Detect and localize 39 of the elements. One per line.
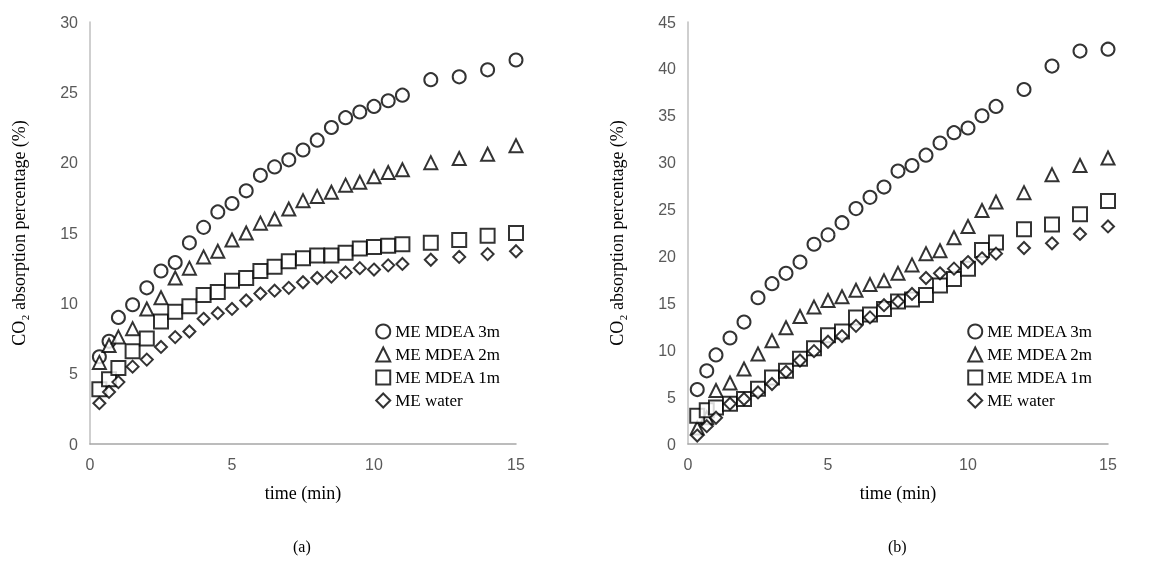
x-tick-label: 15: [507, 455, 525, 473]
y-tick-label: 45: [658, 13, 677, 31]
y-tick-label: 25: [60, 83, 79, 101]
legend-label: ME MDEA 3m: [987, 322, 1093, 341]
legend-label: ME MDEA 1m: [987, 368, 1093, 387]
text: (a): [293, 537, 311, 556]
legend-label: ME water: [395, 391, 464, 410]
y-tick-label: 0: [69, 435, 79, 453]
y-tick-label: 0: [667, 435, 677, 453]
x-tick-label: 5: [823, 455, 833, 473]
y-axis-title: CO₂ absorption percentage (%): [9, 120, 30, 346]
y-tick-label: 30: [60, 13, 79, 31]
x-tick-label: 0: [85, 455, 95, 473]
x-tick-label: 15: [1099, 455, 1117, 473]
y-tick-label: 10: [658, 341, 677, 359]
x-tick-label: 0: [683, 455, 693, 473]
legend-label: ME MDEA 1m: [395, 368, 501, 387]
legend-label: ME MDEA 2m: [395, 345, 501, 364]
text: (b): [888, 537, 907, 556]
y-tick-label: 10: [60, 294, 79, 312]
y-tick-label: 25: [658, 201, 677, 219]
y-tick-label: 15: [658, 294, 677, 312]
y-tick-label: 5: [69, 365, 79, 383]
y-tick-label: 15: [60, 224, 79, 242]
x-tick-label: 5: [227, 455, 237, 473]
y-tick-label: 20: [658, 247, 677, 265]
legend-label: ME MDEA 3m: [395, 322, 501, 341]
x-tick-label: 10: [959, 455, 977, 473]
y-tick-label: 5: [667, 388, 677, 406]
x-tick-label: 10: [365, 455, 383, 473]
x-axis-title: time (min): [264, 483, 342, 504]
legend-label: ME water: [987, 391, 1056, 410]
y-tick-label: 30: [658, 154, 677, 172]
y-tick-label: 35: [658, 107, 677, 125]
y-tick-label: 40: [658, 60, 677, 78]
y-tick-label: 20: [60, 154, 79, 172]
legend-label: ME MDEA 2m: [987, 345, 1093, 364]
y-axis-title: CO₂ absorption percentage (%): [607, 120, 628, 346]
x-axis-title: time (min): [859, 483, 937, 504]
